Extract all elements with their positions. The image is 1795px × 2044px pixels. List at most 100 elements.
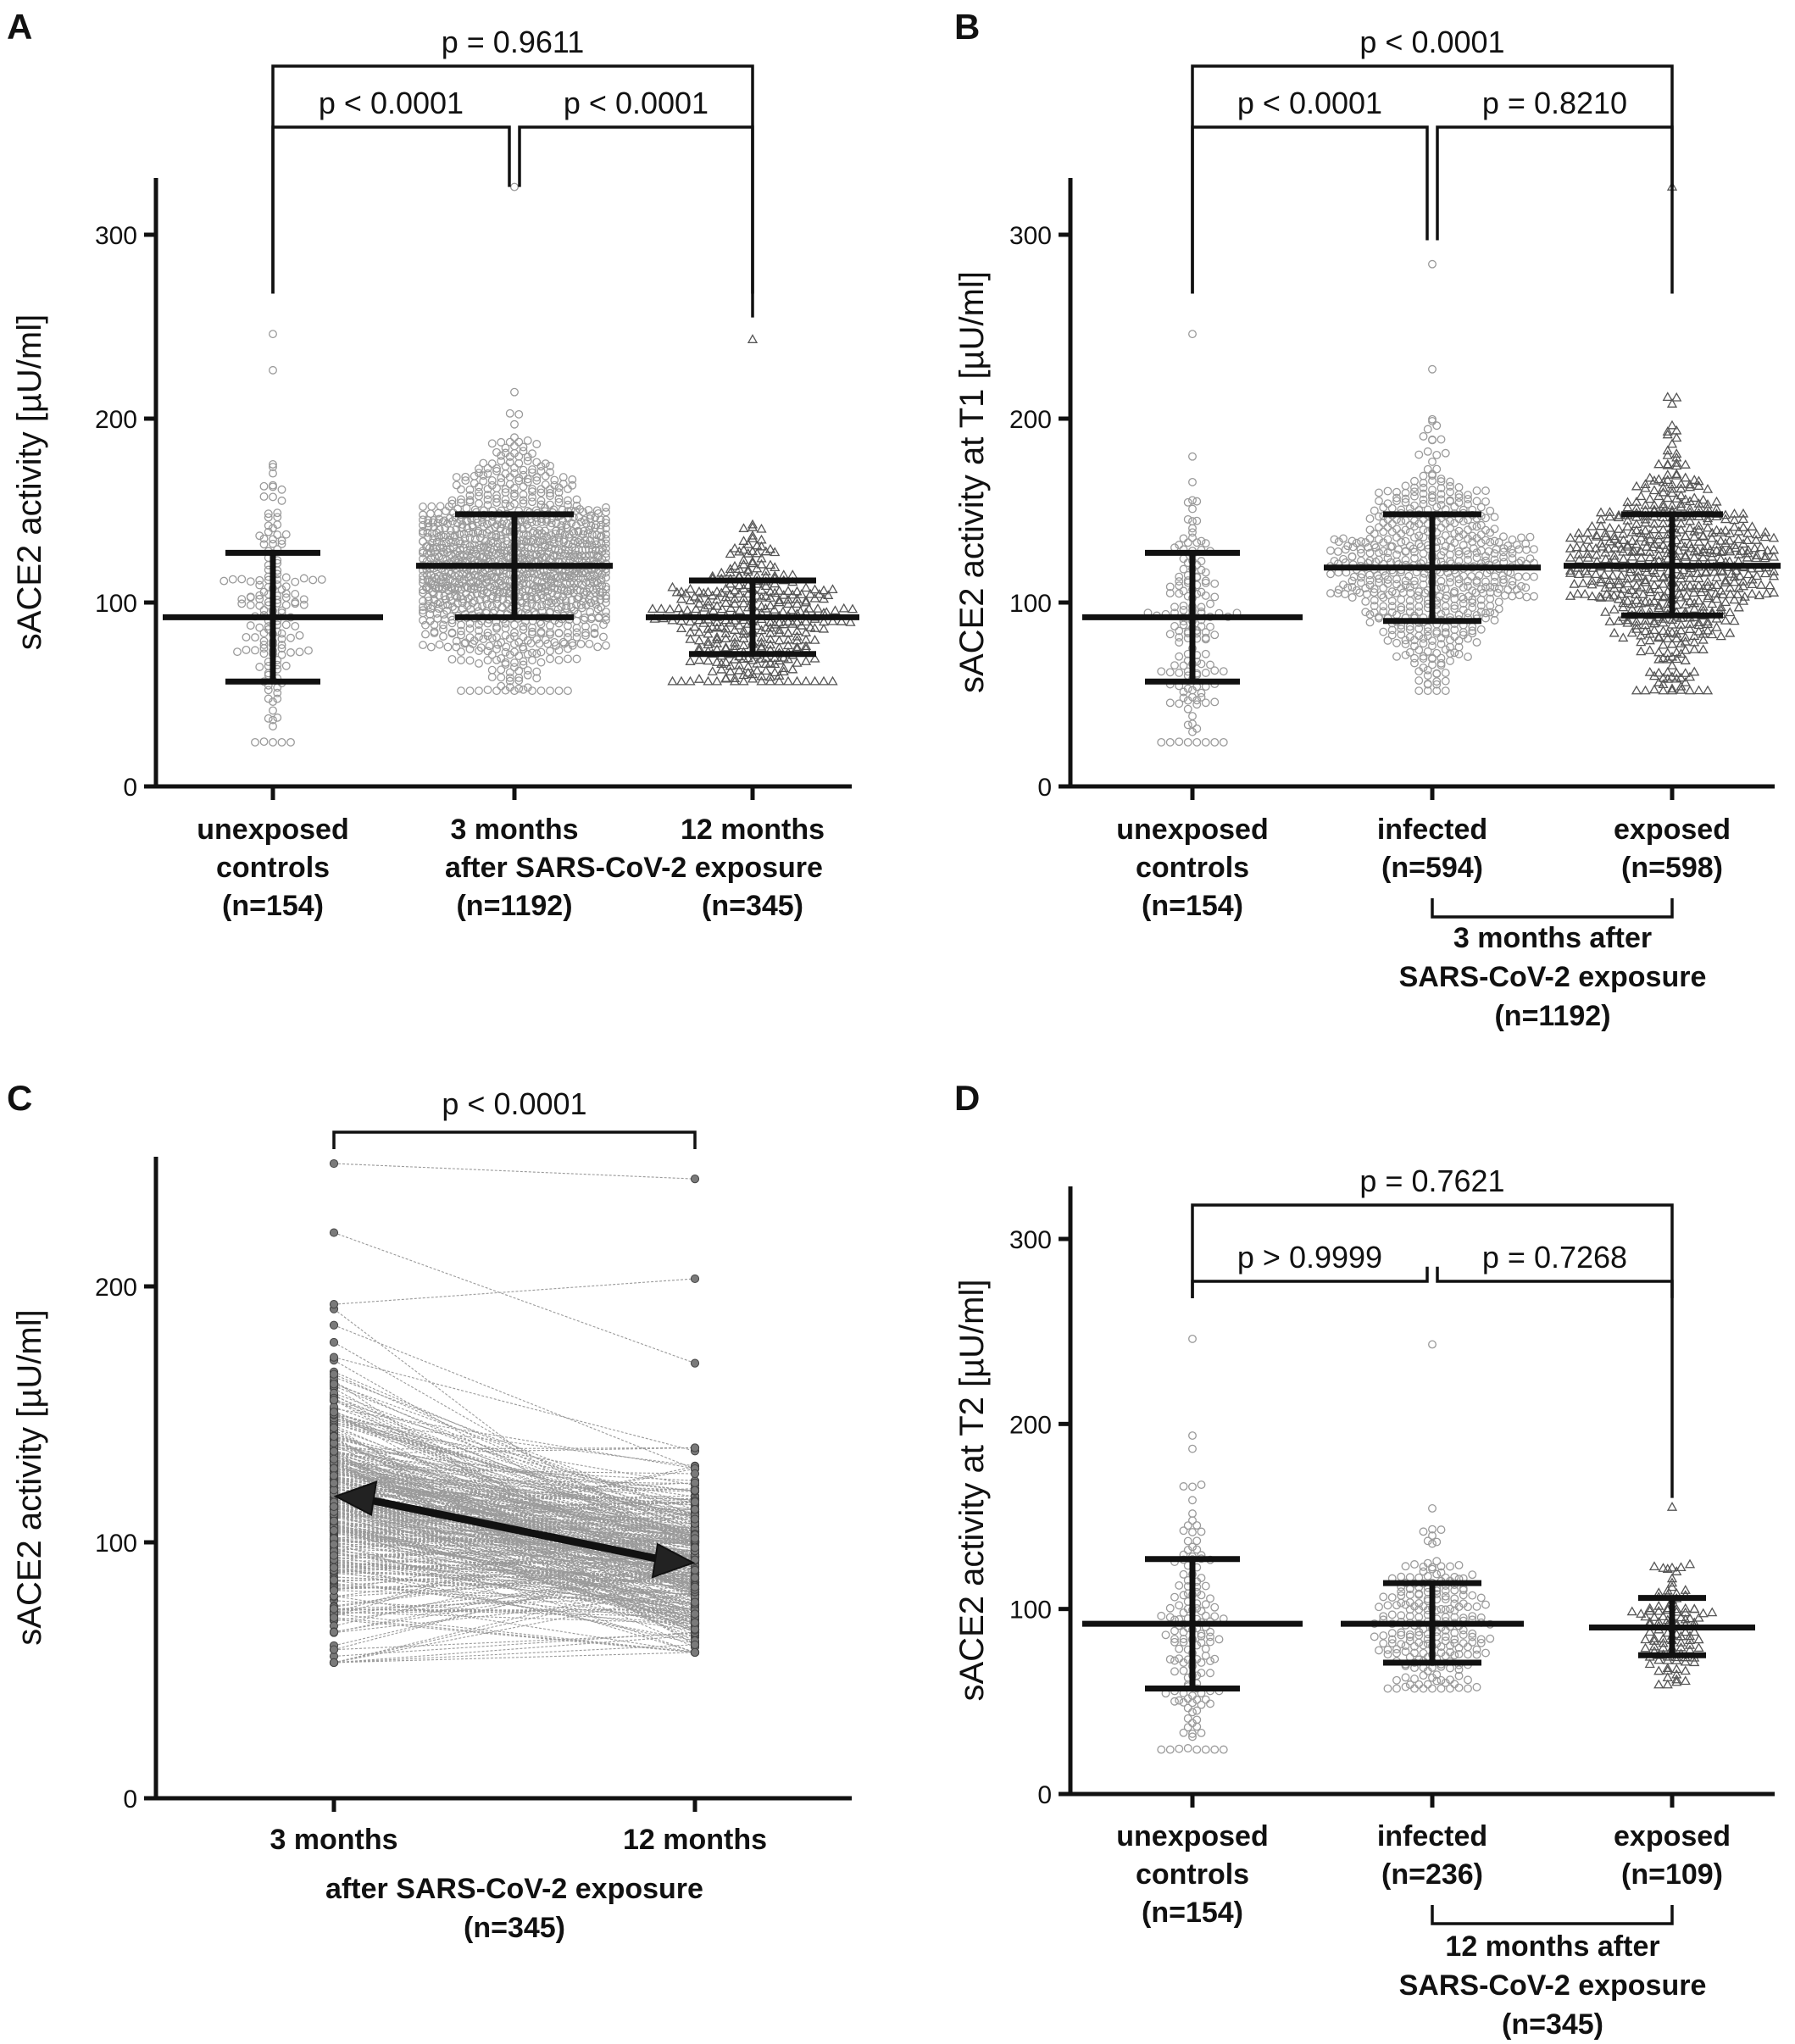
data-point bbox=[1388, 1611, 1396, 1619]
group-bracket bbox=[1432, 1905, 1672, 1924]
data-point bbox=[1437, 1526, 1445, 1534]
data-point bbox=[292, 578, 299, 586]
data-point-3m bbox=[330, 1628, 337, 1636]
data-point bbox=[1393, 551, 1401, 558]
data-point bbox=[511, 183, 519, 191]
data-point bbox=[1398, 518, 1405, 525]
data-point-triangle bbox=[1632, 482, 1641, 490]
data-point bbox=[428, 643, 436, 651]
data-point-triangle bbox=[1757, 580, 1765, 588]
data-point bbox=[1166, 1656, 1174, 1664]
data-point bbox=[282, 530, 290, 538]
data-point bbox=[520, 686, 527, 694]
data-point-triangle bbox=[1654, 1680, 1663, 1688]
data-point bbox=[278, 739, 286, 747]
data-point bbox=[533, 458, 541, 466]
data-point bbox=[256, 664, 264, 671]
data-point bbox=[555, 687, 563, 695]
data-point bbox=[1384, 637, 1392, 645]
data-point bbox=[1424, 648, 1431, 656]
data-point-triangle bbox=[802, 677, 810, 685]
data-point bbox=[1193, 739, 1201, 747]
data-point bbox=[1211, 580, 1219, 588]
data-point bbox=[1198, 1481, 1205, 1489]
data-point bbox=[511, 500, 519, 508]
data-point bbox=[1158, 1746, 1165, 1753]
data-point bbox=[1189, 1445, 1197, 1452]
data-point bbox=[515, 459, 523, 467]
data-point bbox=[1415, 677, 1423, 685]
data-point-triangle bbox=[1606, 617, 1614, 625]
data-point-triangle bbox=[1650, 686, 1659, 693]
data-point bbox=[1395, 546, 1403, 553]
data-point bbox=[488, 440, 496, 447]
data-point-triangle bbox=[1668, 421, 1676, 429]
data-point bbox=[1482, 1601, 1490, 1608]
data-point bbox=[1375, 513, 1383, 520]
data-point bbox=[1411, 659, 1419, 667]
data-point bbox=[252, 739, 259, 747]
data-point-triangle bbox=[1726, 608, 1734, 616]
data-point-triangle bbox=[1566, 534, 1575, 542]
data-point bbox=[1411, 1561, 1419, 1569]
data-point bbox=[1420, 1528, 1427, 1536]
data-point bbox=[1220, 739, 1227, 747]
x-category-label: controls bbox=[216, 852, 330, 884]
data-point bbox=[1180, 1667, 1187, 1675]
y-axis-label: sACE2 activity [µU/ml] bbox=[11, 1309, 48, 1645]
data-point bbox=[511, 420, 519, 428]
data-point-triangle bbox=[1566, 592, 1575, 599]
data-point-triangle bbox=[1664, 430, 1672, 438]
data-point bbox=[420, 642, 427, 649]
data-point-triangle bbox=[717, 665, 725, 673]
data-point-triangle bbox=[1588, 522, 1597, 530]
x-category-label: 12 months bbox=[623, 1824, 767, 1856]
data-point bbox=[1184, 1704, 1192, 1712]
data-point bbox=[515, 411, 523, 419]
data-point bbox=[274, 514, 281, 521]
data-point bbox=[486, 642, 493, 650]
data-point-triangle bbox=[713, 677, 721, 685]
data-point bbox=[1198, 558, 1205, 565]
data-point-triangle bbox=[709, 667, 717, 675]
data-point-3m bbox=[330, 1321, 337, 1329]
data-point bbox=[1429, 1505, 1437, 1513]
y-tick-label: 0 bbox=[1037, 774, 1052, 802]
data-point-triangle bbox=[748, 335, 757, 342]
data-point-12m bbox=[691, 1574, 698, 1581]
data-point-triangle bbox=[775, 629, 784, 636]
data-point bbox=[1398, 596, 1405, 603]
data-point bbox=[242, 647, 250, 654]
data-point bbox=[1437, 525, 1445, 532]
data-point-triangle bbox=[758, 633, 766, 641]
data-point bbox=[1447, 658, 1454, 665]
data-point bbox=[1198, 566, 1205, 574]
data-point bbox=[1469, 1571, 1476, 1579]
data-point bbox=[1198, 537, 1205, 545]
data-point bbox=[506, 410, 514, 418]
data-point-12m bbox=[691, 1498, 698, 1506]
data-point-triangle bbox=[1628, 1608, 1637, 1615]
data-point bbox=[603, 508, 610, 516]
data-point bbox=[1193, 497, 1201, 505]
data-point-3m bbox=[330, 1605, 337, 1613]
data-point-triangle bbox=[748, 523, 757, 530]
data-point bbox=[264, 715, 272, 723]
data-point-triangle bbox=[1619, 634, 1627, 642]
data-point bbox=[1211, 698, 1219, 706]
data-point bbox=[1523, 593, 1531, 601]
data-point bbox=[428, 503, 436, 510]
data-point bbox=[520, 483, 527, 491]
data-point bbox=[1429, 1341, 1437, 1348]
x-category-label: (n=345) bbox=[702, 890, 803, 922]
data-point-triangle bbox=[1600, 571, 1609, 579]
data-point bbox=[537, 648, 545, 656]
data-point bbox=[1482, 487, 1490, 495]
data-point bbox=[1429, 260, 1437, 268]
data-point-triangle bbox=[695, 644, 703, 652]
data-point-12m bbox=[691, 1479, 698, 1486]
y-tick-label: 100 bbox=[95, 1530, 137, 1558]
data-point bbox=[1189, 1510, 1197, 1518]
